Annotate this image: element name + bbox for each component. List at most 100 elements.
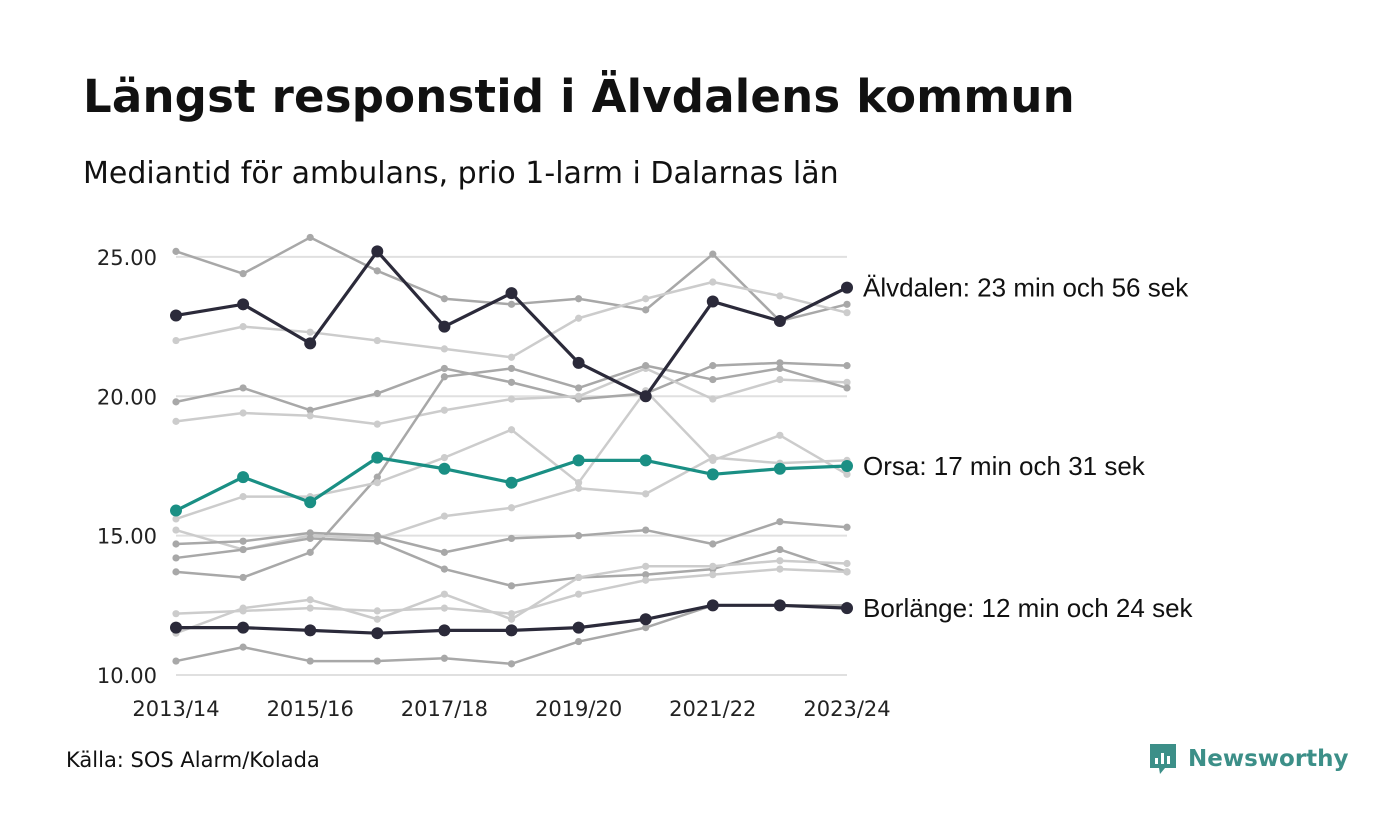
background-series-point	[306, 328, 314, 336]
series-orsa-point	[572, 454, 585, 467]
background-series-line	[175, 389, 848, 521]
series-borlange-point	[371, 627, 384, 640]
background-series-point	[642, 295, 650, 303]
background-series-point	[239, 384, 247, 392]
background-series-point	[776, 292, 784, 300]
background-series-point	[776, 431, 784, 439]
chart-title: Längst responstid i Älvdalens kommun	[83, 70, 1075, 123]
newsworthy-logo-icon	[1150, 744, 1176, 774]
background-series-point	[575, 314, 583, 322]
background-series-point	[776, 364, 784, 373]
series-borlange-point	[304, 624, 317, 637]
series-alvdalen-point	[706, 295, 719, 308]
x-tick-label: 2013/14	[132, 697, 219, 721]
background-series-point	[776, 375, 784, 384]
series-borlange-point	[505, 624, 518, 637]
background-series-point	[440, 548, 448, 556]
y-tick-label: 25.00	[97, 246, 157, 270]
background-series-point	[843, 300, 851, 308]
background-series-point	[507, 615, 516, 623]
background-series-point	[239, 643, 247, 651]
background-series-point	[507, 395, 516, 403]
background-series-point	[575, 590, 583, 598]
background-series-point	[642, 562, 650, 570]
background-series-point	[172, 398, 180, 406]
background-series-point	[709, 562, 717, 570]
background-series-point	[507, 378, 516, 386]
series-borlange-point	[841, 602, 853, 615]
series-orsa-point	[371, 451, 384, 464]
background-series-point	[373, 615, 381, 623]
background-series-point	[373, 473, 381, 481]
background-series-point	[239, 323, 247, 331]
background-series-point	[507, 353, 516, 361]
background-series-point	[239, 270, 247, 278]
background-series-point	[575, 479, 583, 487]
background-series-point	[373, 267, 381, 275]
series-orsa-point	[773, 462, 786, 475]
series-alvdalen-point	[505, 287, 518, 300]
background-series-point	[172, 540, 180, 548]
background-series-point	[843, 378, 851, 386]
y-tick-label: 20.00	[97, 385, 157, 409]
line-chart: 10.00 15.00 20.00 25.00 2013/14 2015/16 2017/…	[97, 233, 1194, 721]
series-alvdalen-point	[773, 315, 786, 328]
series-borlange-point	[170, 621, 182, 634]
background-series-point	[642, 576, 650, 584]
background-series-point	[709, 540, 717, 548]
x-tick-label: 2015/16	[267, 697, 354, 721]
background-series-line	[175, 236, 848, 323]
background-series-point	[440, 565, 448, 573]
background-series-point	[172, 526, 180, 534]
background-series-line	[175, 537, 848, 588]
series-alvdalen-point	[438, 320, 451, 333]
series-borlange-point	[438, 624, 451, 637]
background-series-point	[575, 532, 583, 540]
background-series-point	[172, 657, 180, 665]
series-labels: Älvdalen: 23 min och 56 sek Orsa: 17 min …	[863, 273, 1194, 624]
background-series-point	[507, 582, 516, 590]
background-series-point	[239, 573, 247, 582]
series-alvdalen-point	[304, 337, 317, 350]
background-series-point	[776, 557, 784, 565]
background-series-point	[709, 454, 717, 462]
background-series-point	[373, 537, 381, 545]
series-alvdalen-point	[237, 298, 250, 311]
background-series-point	[575, 295, 583, 303]
series-borlange-point	[706, 599, 719, 612]
background-series-point	[306, 657, 314, 665]
background-series-point	[709, 278, 717, 286]
background-series-point	[440, 454, 448, 462]
background-series-point	[172, 554, 180, 562]
background-series-point	[642, 306, 650, 314]
background-series-point	[373, 479, 381, 487]
background-series-point	[306, 412, 314, 420]
x-axis-ticks: 2013/14 2015/16 2017/18 2019/20 2021/22 2023/…	[132, 697, 890, 721]
background-series-point	[373, 336, 381, 345]
background-series-point	[843, 559, 851, 568]
background-series-point	[642, 571, 650, 579]
background-series-point	[843, 568, 851, 576]
x-tick-label: 2019/20	[535, 697, 622, 721]
background-series-point	[709, 250, 717, 258]
background-series-point	[239, 604, 247, 612]
x-tick-label: 2023/24	[803, 697, 890, 721]
background-series-point	[843, 470, 851, 478]
series-orsa-point	[841, 459, 853, 472]
series-orsa-point	[170, 504, 182, 517]
series-borlange-point	[773, 599, 786, 612]
brand-name: Newsworthy	[1188, 746, 1349, 772]
series-orsa-point	[505, 476, 518, 489]
brand[interactable]: Newsworthy	[1148, 742, 1349, 776]
background-series-point	[642, 362, 650, 370]
background-series-point	[642, 526, 650, 534]
background-series-point	[843, 362, 851, 370]
background-series-point	[440, 373, 448, 381]
series-alvdalen-point	[639, 390, 652, 403]
background-series-point	[642, 490, 650, 498]
background-series-point	[507, 660, 516, 668]
series-alvdalen-point	[572, 356, 585, 369]
background-series-point	[172, 515, 180, 523]
background-series-point	[776, 518, 784, 526]
background-series-point	[373, 389, 381, 398]
